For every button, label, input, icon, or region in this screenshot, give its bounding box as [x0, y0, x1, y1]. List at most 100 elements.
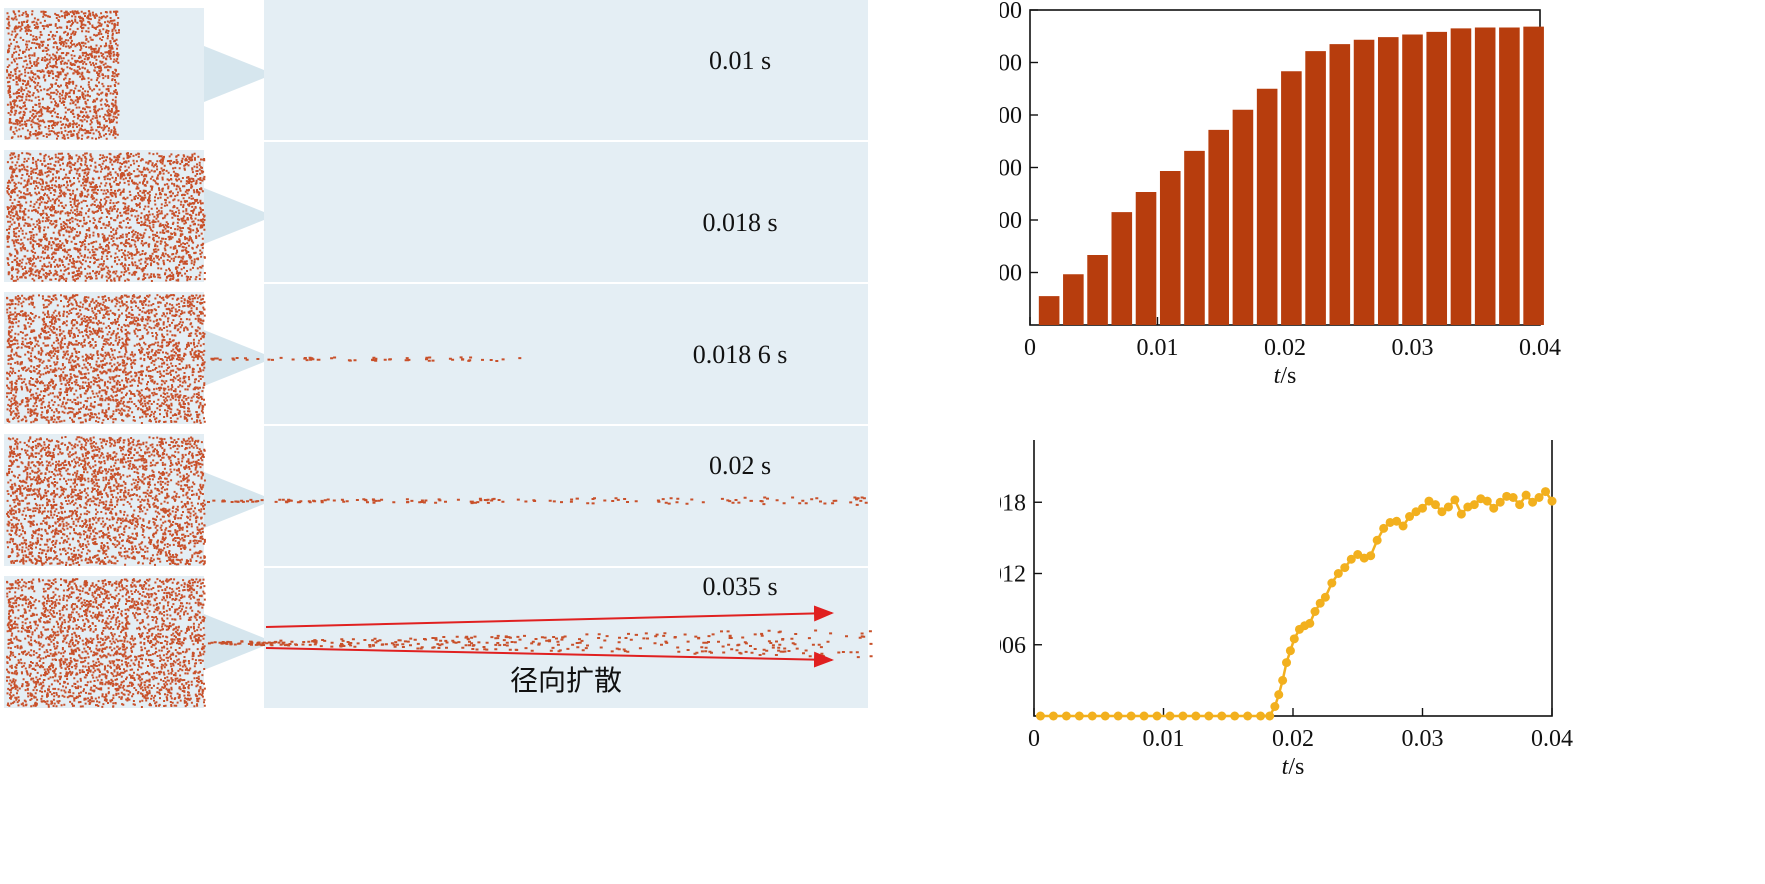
x-tick-label: 0	[1028, 726, 1040, 752]
energy-line	[1040, 489, 1554, 718]
x-axis-label: t/s	[1282, 754, 1305, 780]
y-tick-label: 6 000	[1000, 208, 1022, 234]
x-axis-label-variable: t	[1282, 754, 1290, 780]
sim-frame: 0.018 6 s	[4, 284, 868, 424]
energy-point	[1469, 500, 1479, 510]
energy-point	[1398, 521, 1408, 531]
bar	[1256, 88, 1278, 325]
energy-point	[1456, 509, 1466, 519]
energy-point	[1340, 563, 1350, 573]
x-tick-label: 0.02	[1264, 335, 1306, 361]
energy-point	[1087, 711, 1097, 721]
diffusion-arrow-lower	[265, 647, 834, 668]
diffusion-arrow-upper	[265, 605, 834, 628]
energy-point	[1282, 658, 1292, 668]
energy-point	[1310, 607, 1320, 616]
energy-point	[1430, 500, 1440, 510]
energy-point	[1443, 502, 1453, 512]
jet-particles	[207, 496, 868, 506]
energy-point	[1305, 618, 1315, 628]
energy-point	[1327, 578, 1337, 588]
x-tick-label: 0.03	[1392, 335, 1434, 361]
chamber-right	[264, 142, 868, 282]
energy-point	[1165, 711, 1175, 721]
bar	[1305, 51, 1326, 325]
bar	[1474, 27, 1496, 325]
bar-chart-svg: 3 000 6 000 9 000 12 000 15 000 18 000 0 0.01 0.…	[919, 0, 1561, 389]
particle-cloud	[6, 578, 206, 708]
energy-point	[1547, 496, 1557, 506]
energy-point	[1126, 711, 1136, 721]
particle-cloud	[6, 10, 120, 140]
energy-point	[1289, 634, 1299, 644]
y-tick-label: 0.018	[1000, 490, 1026, 516]
energy-point	[1405, 512, 1415, 521]
bar	[1353, 39, 1375, 325]
bar	[1208, 129, 1229, 325]
energy-point	[1139, 711, 1149, 721]
energy-point	[1541, 487, 1551, 497]
diffusion-annotation: 径向扩散	[510, 665, 622, 697]
time-label: 0.02 s	[709, 451, 771, 480]
bar	[1426, 31, 1448, 325]
energy-point	[1285, 646, 1295, 656]
energy-point	[1315, 598, 1325, 608]
x-tick-label: 0.01	[1143, 726, 1185, 752]
nozzle	[204, 188, 264, 244]
energy-point	[1333, 569, 1343, 578]
energy-point	[1191, 711, 1201, 721]
energy-point	[1113, 711, 1123, 721]
energy-point	[1270, 702, 1280, 711]
bar	[1063, 274, 1084, 325]
energy-point	[1534, 493, 1544, 502]
energy-point	[1437, 507, 1447, 517]
energy-point	[1074, 711, 1084, 721]
sim-frame: 0.01 s	[4, 0, 868, 140]
bar	[1377, 37, 1399, 325]
energy-point	[1061, 711, 1071, 721]
energy-point	[1392, 516, 1402, 526]
energy-point	[1256, 711, 1266, 721]
bar	[1499, 27, 1520, 325]
x-tick-label: 0	[1024, 335, 1036, 361]
energy-point	[1230, 711, 1240, 721]
energy-point	[1508, 493, 1518, 502]
energy-point	[1418, 503, 1427, 513]
plot-frame	[1033, 430, 1553, 717]
x-axis-label: t/s	[1274, 363, 1297, 389]
time-label: 0.01 s	[709, 46, 771, 75]
energy-point	[1489, 503, 1499, 513]
y-tick-label: 0.024	[1000, 440, 1026, 445]
simulation-panel: 0.01 s 0.018 s 0.018 6 s 0.02 s 0.035 s 径向扩散	[4, 0, 873, 708]
energy-point	[1274, 690, 1284, 700]
chamber-left	[4, 150, 204, 282]
energy-point	[1265, 711, 1275, 721]
y-tick-label: 12 000	[1000, 103, 1022, 129]
bar	[1281, 71, 1302, 325]
x-axis-label-variable: t	[1274, 363, 1282, 389]
energy-point	[1495, 497, 1505, 507]
y-tick-label: 9 000	[1000, 156, 1022, 182]
bar	[1329, 44, 1351, 325]
chamber-right	[264, 0, 868, 140]
bar	[1523, 26, 1544, 325]
bar	[1159, 171, 1181, 325]
x-tick-label: 0.04	[1531, 726, 1573, 752]
bar	[1232, 109, 1254, 325]
y-tick-label: 15 000	[1000, 51, 1022, 77]
sim-frame: 0.035 s	[4, 568, 873, 708]
energy-point	[1482, 496, 1492, 506]
energy-point	[1178, 711, 1188, 721]
energy-point	[1528, 497, 1538, 507]
time-label: 0.018 6 s	[693, 340, 788, 369]
chamber-right	[264, 426, 868, 566]
bar	[1111, 212, 1133, 325]
particle-cloud	[6, 152, 206, 282]
energy-point	[1217, 711, 1227, 721]
energy-point	[1366, 551, 1376, 561]
y-tick-label: 18 000	[1000, 0, 1022, 24]
nozzle	[204, 472, 264, 528]
nozzle	[204, 46, 264, 102]
y-tick-label: 0.006	[1000, 633, 1026, 659]
bar	[1087, 255, 1108, 325]
